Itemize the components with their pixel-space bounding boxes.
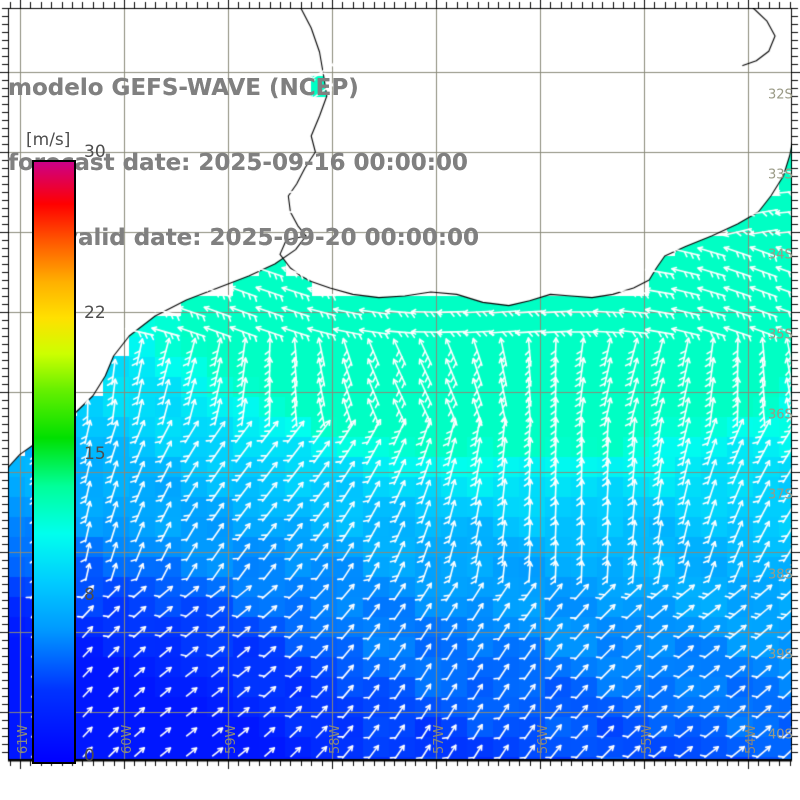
colorbar-unit-label: [m/s] — [26, 130, 71, 150]
lat-label-39S: 39S — [768, 647, 793, 663]
colorbar-tick-22: 22 — [84, 303, 106, 324]
colorbar-tick-30: 30 — [84, 142, 106, 162]
colorbar-tick-8: 8 — [84, 584, 95, 605]
colorbar-gradient — [32, 160, 76, 764]
lon-label-54W: 54W — [744, 724, 759, 754]
lon-label-59W: 59W — [224, 724, 239, 754]
lat-label-40S: 40S — [768, 727, 793, 743]
colorbar — [32, 160, 78, 766]
colorbar-tick-0: 0 — [84, 746, 95, 766]
lat-label-32S: 32S — [768, 87, 793, 103]
lon-label-61W: 61W — [16, 724, 31, 754]
lon-label-57W: 57W — [432, 724, 447, 754]
title-valid-date: valid date: 2025-09-20 00:00:00 — [62, 225, 480, 251]
lat-label-34S: 34S — [768, 247, 793, 263]
lat-label-38S: 38S — [768, 567, 793, 583]
lon-label-60W: 60W — [120, 724, 135, 754]
title-forecast-date: forecast date: 2025-09-16 00:00:00 — [8, 150, 468, 176]
lat-label-36S: 36S — [768, 407, 793, 423]
title-model-line: modelo GEFS-WAVE (NCEP) — [8, 75, 359, 101]
lon-label-58W: 58W — [328, 724, 343, 754]
lat-label-35S: 35S — [768, 327, 793, 343]
colorbar-tick-15: 15 — [84, 444, 106, 464]
lon-label-56W: 56W — [536, 724, 551, 754]
lon-label-55W: 55W — [640, 724, 655, 754]
lat-label-37S: 37S — [768, 487, 793, 503]
lat-label-33S: 33S — [768, 167, 793, 183]
map-title-block: modelo GEFS-WAVE (NCEP) forecast date: 2… — [8, 26, 528, 301]
